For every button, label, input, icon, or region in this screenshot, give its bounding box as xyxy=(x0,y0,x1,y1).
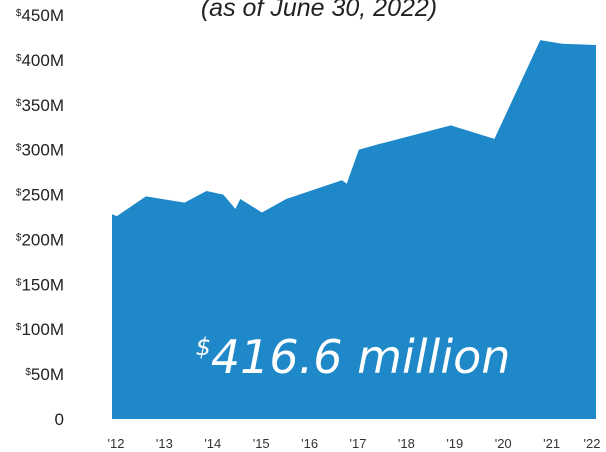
x-tick-label: '22 xyxy=(584,436,601,451)
x-tick-label: '20 xyxy=(495,436,512,451)
x-tick-label: '12 xyxy=(108,436,125,451)
callout-value: 416.6 million xyxy=(211,330,511,384)
callout-prefix: $ xyxy=(196,333,211,361)
y-tick-label: $100M xyxy=(16,320,64,339)
y-tick-label: $350M xyxy=(16,96,64,115)
x-tick-label: '16 xyxy=(301,436,318,451)
x-tick-label: '19 xyxy=(446,436,463,451)
y-tick-label: $300M xyxy=(16,141,64,160)
x-tick-label: '14 xyxy=(204,436,221,451)
area-layer xyxy=(112,40,596,419)
x-tick-label: '13 xyxy=(156,436,173,451)
x-tick-label: '15 xyxy=(253,436,270,451)
y-axis-tick-labels: $450M $400M $350M $300M $250M $200M $150M $100M… xyxy=(16,6,64,429)
total-value-callout: $416.6 million xyxy=(196,330,511,384)
y-tick-label: $50M xyxy=(25,365,64,384)
y-tick-label: $200M xyxy=(16,230,64,249)
y-tick-label: 0 xyxy=(55,410,64,429)
y-tick-label: $450M xyxy=(16,6,64,25)
x-tick-label: '18 xyxy=(398,436,415,451)
x-tick-label: '17 xyxy=(350,436,367,451)
x-axis-tick-labels: '12 '13 '14 '15 '16 '17 '18 '19 '20 '21 '22 xyxy=(108,436,601,451)
y-tick-label: $150M xyxy=(16,275,64,294)
area-series xyxy=(112,40,596,419)
y-tick-label: $250M xyxy=(16,186,64,205)
x-tick-label: '21 xyxy=(543,436,560,451)
chart-subtitle: (as of June 30, 2022) xyxy=(201,0,437,22)
y-tick-label: $400M xyxy=(16,51,64,70)
